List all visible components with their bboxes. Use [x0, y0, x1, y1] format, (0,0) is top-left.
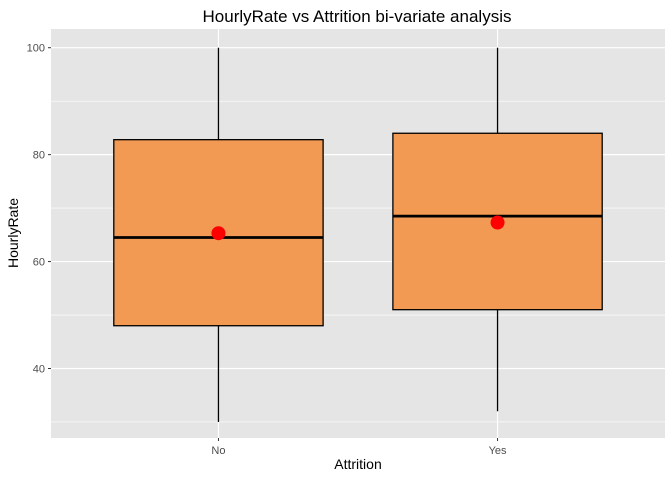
y-tick-label: 60: [33, 257, 45, 269]
chart-title: HourlyRate vs Attrition bi-variate analy…: [203, 7, 512, 26]
y-axis-title: HourlyRate: [5, 198, 21, 268]
boxplot-yes: [392, 47, 603, 412]
x-tick-label: No: [211, 445, 225, 457]
mean-point: [490, 215, 505, 230]
y-tick-label: 40: [33, 363, 45, 375]
y-tick-label: 100: [27, 43, 45, 55]
y-tick-label: 80: [33, 150, 45, 162]
mean-point: [211, 226, 226, 241]
x-axis-title: Attrition: [334, 456, 381, 472]
boxplot-no: [113, 47, 324, 422]
x-tick-label: Yes: [489, 445, 507, 457]
